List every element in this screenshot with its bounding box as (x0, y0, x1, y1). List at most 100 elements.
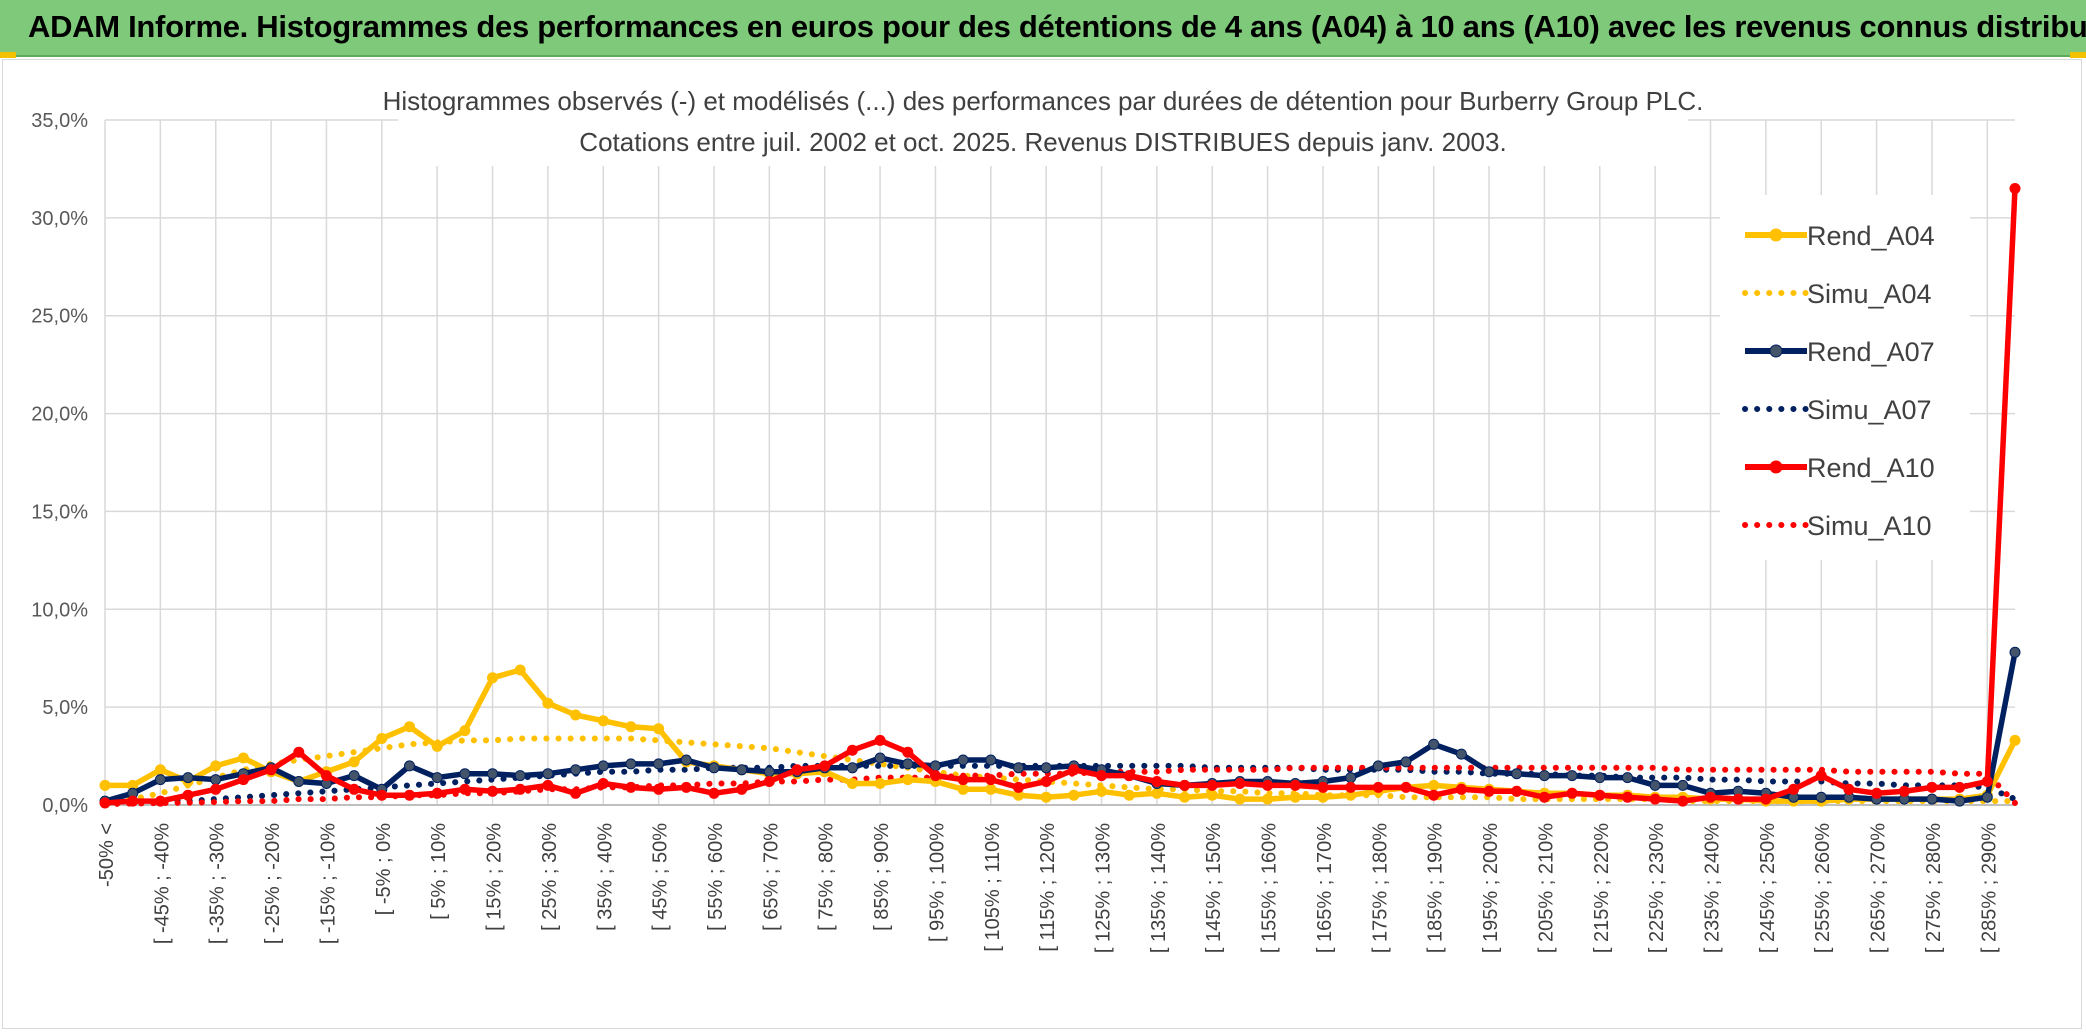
series-rend-a10-point (237, 774, 249, 786)
series-rend-a07-point (1926, 793, 1938, 805)
x-tick-label: [ 235% ; 240% (1702, 823, 1724, 953)
x-tick-label: [ -35% ; -30% (207, 823, 229, 944)
chart-title-line-2: Cotations entre juil. 2002 et oct. 2025.… (579, 127, 1506, 157)
x-tick-label: [ 105% ; 110% (982, 823, 1004, 952)
y-tick-label: 30,0% (31, 208, 88, 230)
series-rend-a04-point (154, 764, 166, 776)
x-tick-label: [ 85% ; 90% (871, 823, 893, 931)
x-tick-label: [ 285% ; 290% (1978, 823, 2000, 953)
x-tick-label: [ -15% ; -10% (317, 823, 339, 944)
x-tick-label: [ 195% ; 200% (1480, 823, 1502, 953)
series-rend-a10-point (1594, 789, 1606, 801)
series-rend-a04-point (2009, 734, 2021, 746)
series-rend-a04-point (957, 783, 969, 795)
series-rend-a07-point (459, 768, 471, 780)
series-rend-a10-line (104, 188, 2018, 806)
series-rend-a10-point (1981, 776, 1993, 787)
series-rend-a04-point (1151, 787, 1163, 799)
series-rend-a10-point (1649, 793, 1661, 805)
series-rend-a10-point (99, 797, 111, 809)
series-rend-a04-point (1428, 779, 1440, 791)
series-rend-a04-point (1096, 785, 1107, 797)
x-tick-label: [ 175% ; 180% (1369, 823, 1391, 953)
series-rend-a07-point (1483, 766, 1495, 778)
legend: Rend_A04 Simu_A04 Rend_A07 Simu_A07 Rend_A10… (1720, 195, 1970, 560)
series-rend-a04-point (846, 778, 858, 789)
series-rend-a04-point (597, 715, 609, 727)
legend-marker-rend-a07 (1769, 344, 1783, 358)
series-rend-a04-point (1234, 793, 1246, 805)
series-rend-a04-point (653, 723, 665, 735)
series-rend-a10-point (1206, 779, 1218, 791)
y-tick-label: 35,0% (31, 110, 88, 132)
series-rend-a04-point (1289, 791, 1301, 803)
series-rend-a10-point (1483, 785, 1495, 797)
chart-area (2, 59, 2082, 1029)
series-rend-a04-point (431, 740, 443, 752)
series-rend-a10-point (1926, 781, 1938, 793)
series-rend-a10-point (404, 789, 415, 801)
series-rend-a07-point (902, 758, 914, 770)
series-rend-a10-point (1954, 781, 1966, 793)
series-rend-a04-point (570, 709, 582, 721)
series-rend-a04-point (985, 783, 997, 795)
series-rend-a07-point (1400, 756, 1412, 768)
legend-label-rend-a04: Rend_A04 (1807, 221, 1935, 251)
series-rend-a10-point (846, 744, 858, 756)
series-rend-a10-point (1732, 793, 1744, 805)
x-tick-label: [ 55% ; 60% (705, 823, 727, 931)
series-rend-a10-point (1538, 791, 1550, 803)
series-rend-a10-point (1898, 785, 1910, 797)
series-rend-a07-point (708, 762, 720, 774)
series-rend-a10-point (1123, 770, 1135, 782)
series-rend-a10-point (514, 783, 526, 795)
series-rend-a10-point (265, 764, 277, 776)
series-rend-a10-point (708, 787, 720, 799)
series-rend-a04-point (542, 697, 554, 709)
series-rend-a04-point (625, 721, 637, 733)
x-axis-ticks: -50% < [ -45% ; -40% [ -35% ; -30% [ -25% ;… (96, 823, 2000, 953)
series-lines (99, 183, 2021, 809)
series-rend-a07-point (1511, 768, 1523, 780)
series-rend-a07-point (736, 764, 748, 776)
series-rend-a10-point (680, 781, 692, 793)
series-rend-a10-point (487, 785, 498, 797)
series-rend-a07-point (1455, 748, 1467, 760)
series-rend-a04-point (210, 760, 222, 772)
series-rend-a10-point (1455, 783, 1467, 795)
series-rend-a07-point (487, 768, 498, 780)
series-rend-a10-point (459, 783, 471, 795)
series-rend-a07-point (210, 774, 222, 786)
banner-title: ADAM Informe. Histogrammes des performan… (28, 9, 2086, 44)
series-rend-a10-point (1068, 764, 1080, 776)
x-tick-label: [ 155% ; 160% (1259, 823, 1281, 953)
series-rend-a07-point (404, 760, 415, 772)
series-rend-a07-point (1622, 772, 1633, 784)
series-rend-a10-point (1013, 781, 1024, 793)
series-rend-a10-point (1400, 781, 1412, 793)
y-tick-label: 20,0% (31, 404, 88, 426)
series-rend-a10-point (127, 795, 139, 807)
x-tick-label: [ 245% ; 250% (1757, 823, 1779, 953)
series-rend-a07-point (542, 768, 554, 780)
x-tick-label: [ 165% ; 170% (1314, 823, 1336, 953)
legend-label-simu-a04: Simu_A04 (1807, 279, 1932, 309)
series-rend-a10-point (819, 760, 831, 772)
x-tick-label: [ 145% ; 150% (1203, 823, 1225, 953)
series-rend-a04-point (99, 779, 111, 791)
x-tick-label: -50% < (96, 823, 118, 887)
series-rend-a10-point (902, 746, 914, 758)
series-rend-a10-point (1372, 781, 1384, 793)
series-rend-a07-point (1566, 770, 1578, 782)
legend-label-rend-a10: Rend_A10 (1807, 453, 1935, 483)
series-rend-a07-point (1954, 795, 1966, 807)
series-rend-a10-point (542, 779, 554, 791)
series-rend-a07-point (1040, 762, 1052, 774)
series-rend-a10-point (1705, 791, 1716, 803)
series-rend-a10-point (653, 783, 665, 795)
series-rend-a10-point (1843, 783, 1855, 795)
series-rend-a07-point (1594, 772, 1606, 784)
series-rend-a10-point (2009, 183, 2021, 194)
series-rend-a10-point (320, 770, 332, 782)
